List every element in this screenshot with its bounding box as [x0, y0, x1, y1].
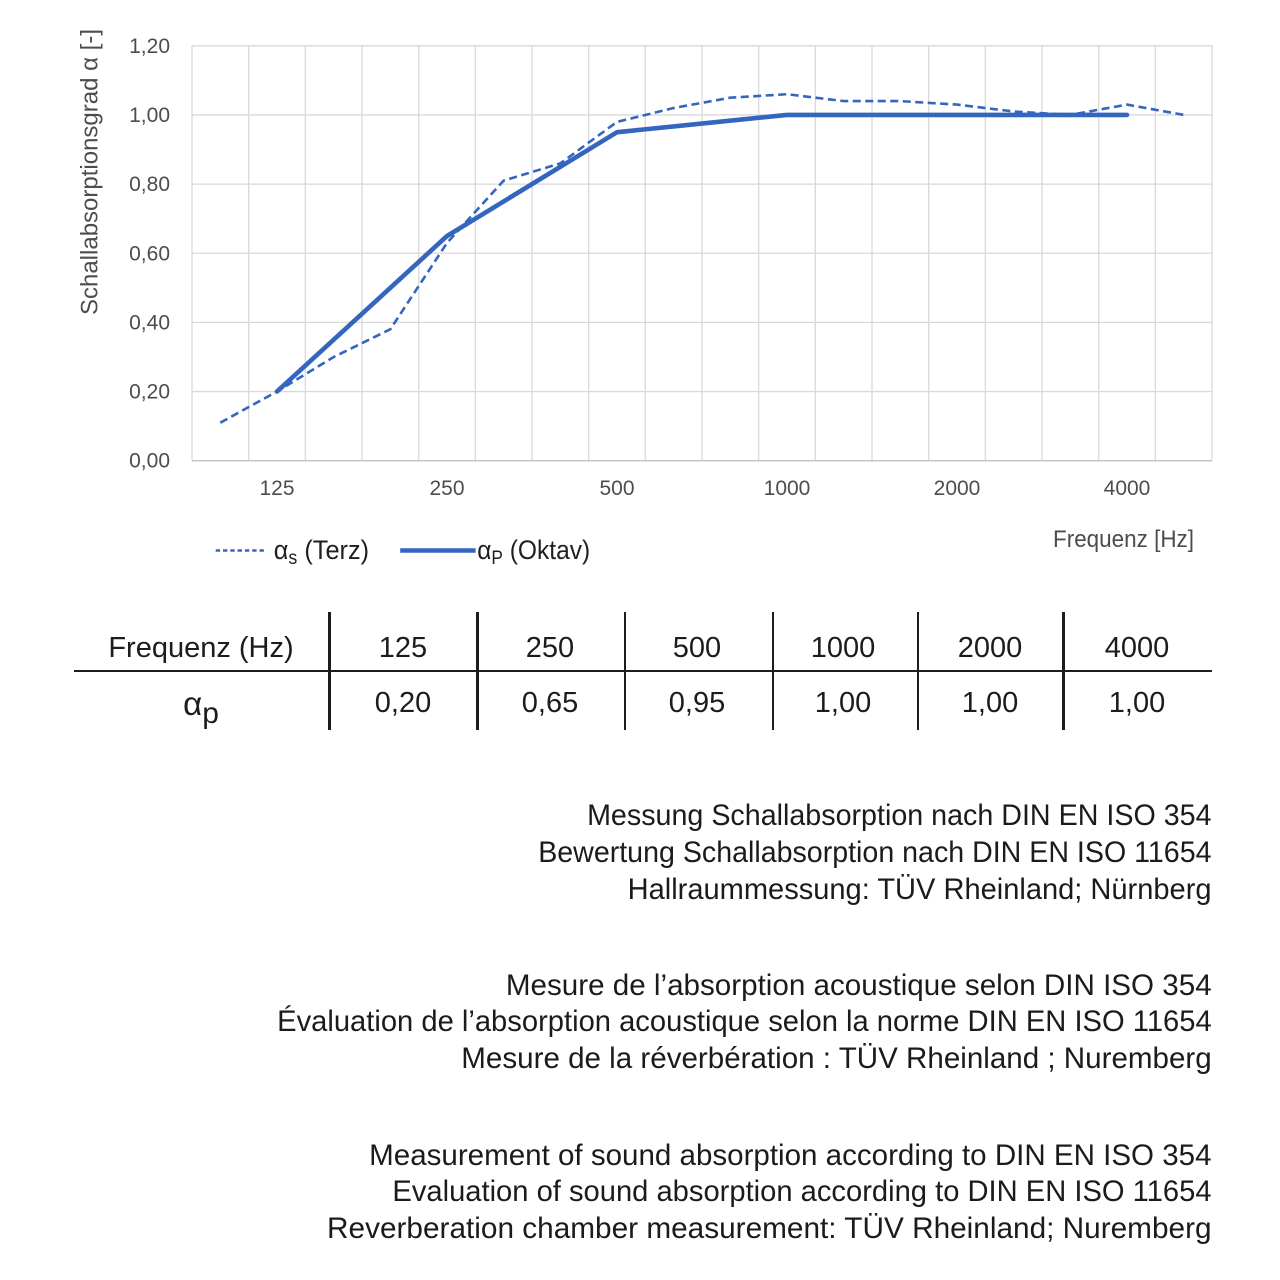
svg-text:1000: 1000: [764, 477, 811, 500]
svg-text:0,40: 0,40: [129, 311, 170, 334]
svg-text:2000: 2000: [934, 477, 981, 500]
svg-text:0,00: 0,00: [129, 450, 170, 473]
svg-text:0,60: 0,60: [129, 242, 170, 265]
svg-text:125: 125: [259, 477, 294, 500]
svg-text:αP (Oktav): αP (Oktav): [477, 536, 590, 568]
svg-text:Schallabsorptionsgrad α [-]: Schallabsorptionsgrad α [-]: [77, 29, 104, 315]
svg-text:0,80: 0,80: [129, 173, 170, 196]
svg-text:250: 250: [429, 477, 464, 500]
svg-text:αs (Terz): αs (Terz): [274, 534, 369, 568]
svg-text:1,00: 1,00: [129, 104, 170, 127]
svg-text:4000: 4000: [1104, 477, 1151, 500]
svg-text:1,20: 1,20: [129, 35, 170, 58]
svg-text:Frequenz [Hz]: Frequenz [Hz]: [1053, 526, 1194, 553]
svg-text:500: 500: [599, 477, 634, 500]
svg-text:0,20: 0,20: [129, 381, 170, 404]
